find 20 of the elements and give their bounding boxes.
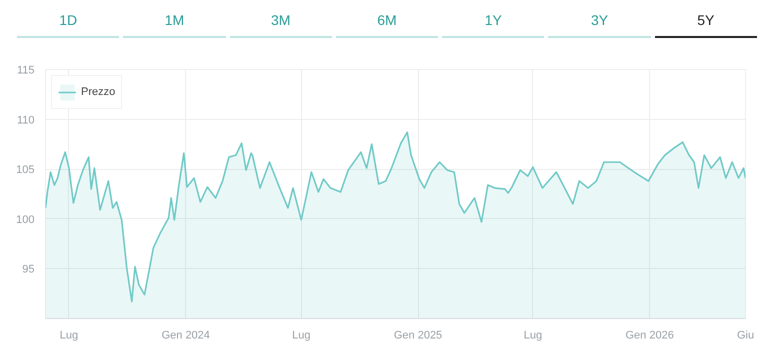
x-tick-label: Gen 2024 — [162, 330, 210, 342]
x-tick-label: Lug — [292, 330, 310, 342]
tab: 6M — [336, 6, 438, 38]
y-tick-label: 105 — [16, 164, 35, 176]
tab: 1M — [123, 6, 226, 38]
y-tick-label: 110 — [16, 114, 35, 126]
legend-label: Prezzo — [81, 86, 116, 98]
tab: 5Y — [654, 6, 757, 38]
y-tick-label: 115 — [16, 64, 35, 76]
y-tick-label: 100 — [16, 214, 35, 226]
x-tick-label: Lug — [524, 330, 542, 342]
tab: 3Y — [548, 6, 651, 38]
tab: 1Y — [442, 6, 544, 38]
tab: 1D — [17, 6, 120, 38]
x-tick-label: Giu — [736, 330, 754, 342]
x-tick-label: Gen 2025 — [394, 330, 442, 342]
tab: 3M — [230, 6, 332, 38]
x-tick-label: Lug — [60, 330, 78, 342]
x-tick-label: Gen 2026 — [626, 330, 674, 342]
y-tick-label: 95 — [22, 264, 35, 276]
